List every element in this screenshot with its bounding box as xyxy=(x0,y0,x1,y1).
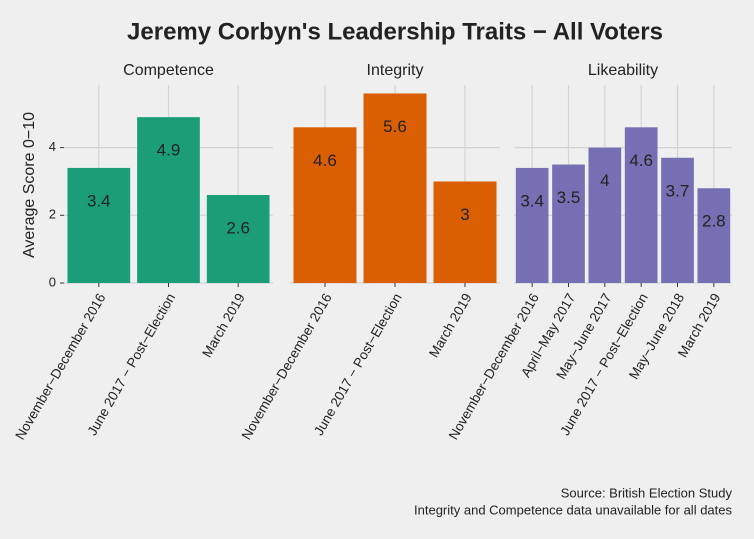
value-label: 3 xyxy=(460,205,469,224)
value-label: 2.8 xyxy=(702,212,726,231)
bar xyxy=(137,117,200,284)
caption: Source: British Election Study xyxy=(561,485,733,500)
value-label: 5.6 xyxy=(383,117,407,136)
x-tick-label: March 2019 xyxy=(199,291,248,360)
value-label: 4.6 xyxy=(629,151,653,170)
facet-title: Likeability xyxy=(588,62,658,79)
bar xyxy=(552,164,585,283)
value-label: 2.6 xyxy=(226,218,250,237)
bar xyxy=(588,147,622,283)
caption: Integrity and Competence data unavailabl… xyxy=(414,502,732,517)
bar xyxy=(293,127,357,283)
bar xyxy=(624,127,658,283)
y-tick-label: 0 xyxy=(49,274,56,289)
bar xyxy=(433,181,497,283)
facet-title: Integrity xyxy=(367,62,424,79)
value-label: 4.6 xyxy=(313,151,337,170)
y-tick-label: 4 xyxy=(49,139,56,154)
chart-title: Jeremy Corbyn's Leadership Traits − All … xyxy=(127,18,663,45)
value-label: 3.7 xyxy=(666,181,690,200)
bar xyxy=(206,195,270,283)
value-label: 3.4 xyxy=(520,191,544,210)
bar xyxy=(67,167,131,283)
bar xyxy=(697,188,731,283)
y-axis-title: Average Score 0−10 xyxy=(21,112,38,258)
value-label: 4.9 xyxy=(157,141,181,160)
value-label: 3.5 xyxy=(557,188,581,207)
value-label: 4 xyxy=(600,171,609,190)
value-label: 3.4 xyxy=(87,191,111,210)
bar xyxy=(661,157,694,283)
y-tick-label: 2 xyxy=(49,207,56,222)
x-tick-label: March 2019 xyxy=(426,291,475,360)
facet-title: Competence xyxy=(123,62,214,79)
bar xyxy=(363,93,427,283)
bar xyxy=(515,167,549,283)
